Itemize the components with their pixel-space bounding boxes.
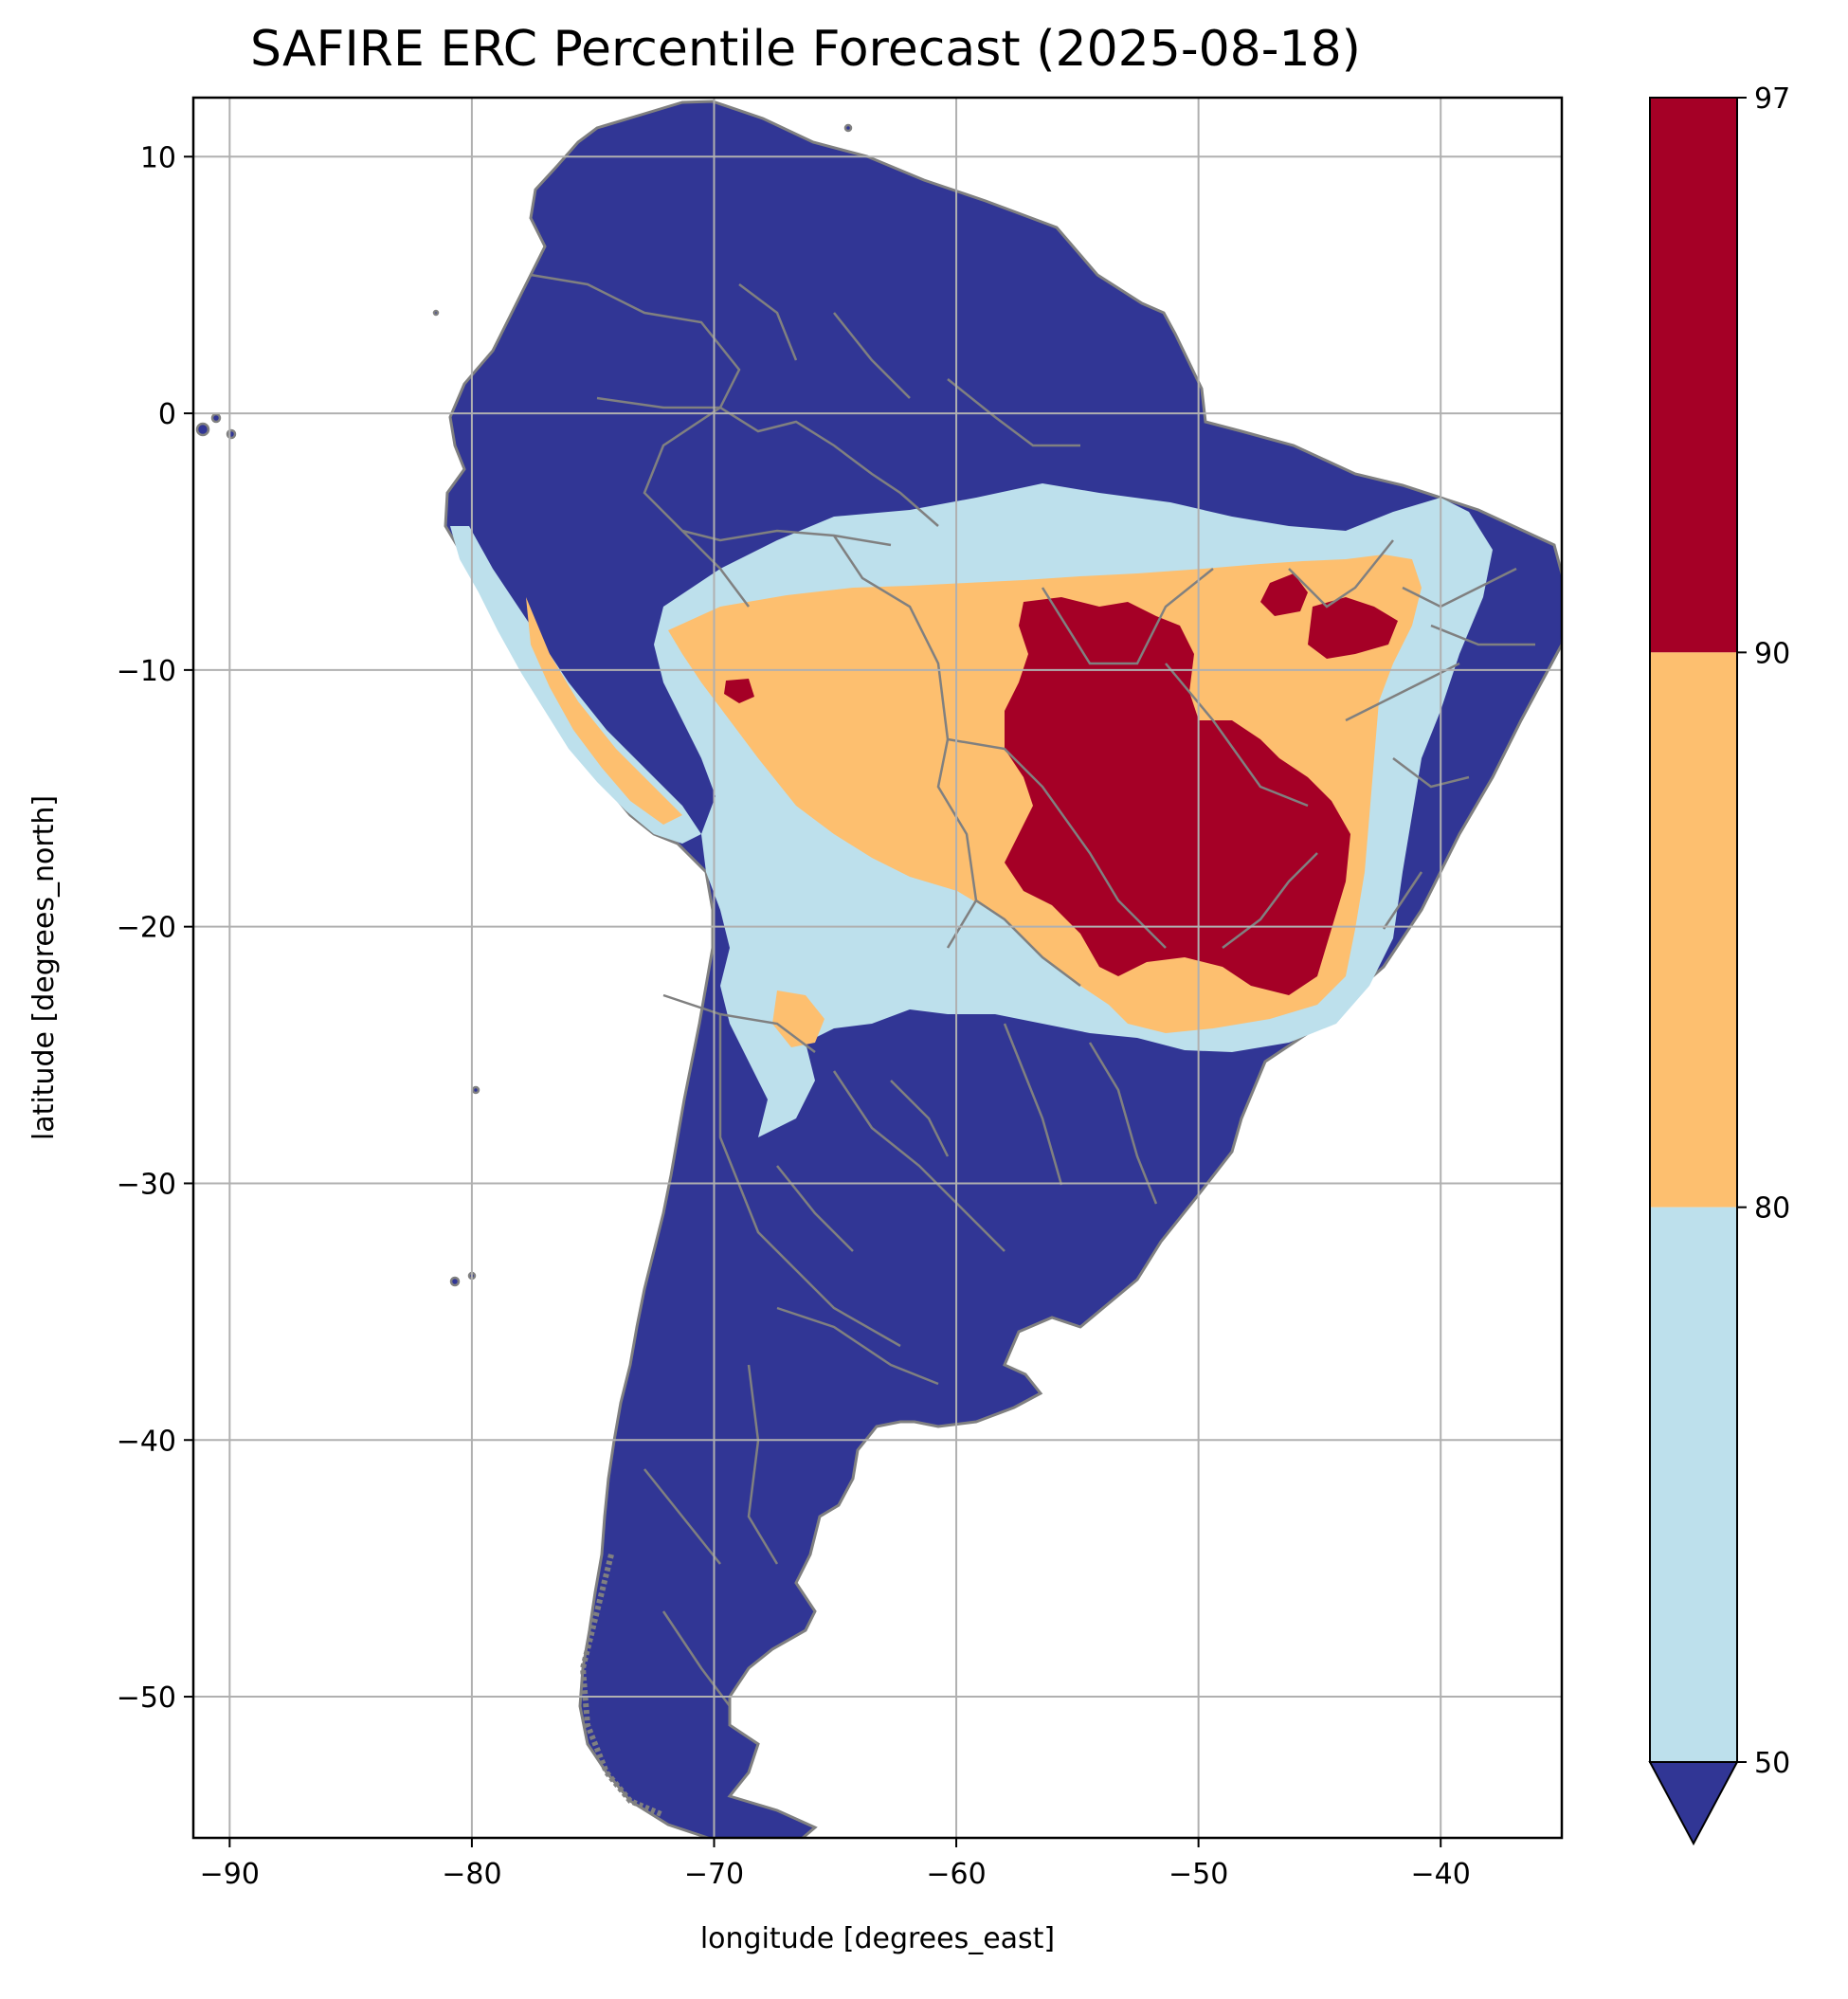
colorbar-ticks: 97 90 80 50: [1737, 82, 1790, 1780]
colorbar-segments: [1650, 98, 1737, 1762]
colorbar-tick-label: 80: [1754, 1192, 1790, 1226]
x-tick-label: −70: [684, 1858, 744, 1891]
y-tick-label: −10: [117, 655, 176, 688]
colorbar-frame: [1649, 97, 1738, 1763]
erc-90-97-northeast-b: [1308, 597, 1398, 659]
map-plot-area: [191, 96, 1564, 1840]
y-axis-ticks: 10 0 −10 −20 −30 −40 −50: [117, 141, 193, 1715]
colorbar-segment: [1650, 652, 1737, 1208]
erc-80-90-south-lobe: [772, 990, 824, 1047]
x-tick-label: −50: [1169, 1858, 1228, 1891]
colorbar-tick-label: 90: [1754, 637, 1790, 670]
islands: [195, 123, 853, 1287]
y-axis-label: latitude [degrees_north]: [27, 795, 61, 1140]
erc-90-97-central: [1005, 597, 1350, 995]
admin-boundaries: [530, 273, 1535, 1707]
erc-90-97-northeast-a: [1260, 573, 1308, 616]
x-tick-label: −80: [442, 1858, 501, 1891]
y-tick-label: −40: [117, 1425, 176, 1458]
gridlines: [193, 98, 1562, 1838]
y-tick-label: 10: [140, 141, 176, 174]
colorbar-segment: [1650, 98, 1737, 653]
x-tick-label: −40: [1411, 1858, 1471, 1891]
plot-frame: [191, 96, 1564, 1840]
x-tick-label: −90: [200, 1858, 260, 1891]
colorbar-tick-label: 50: [1754, 1747, 1790, 1780]
y-tick-label: −20: [117, 912, 176, 945]
colorbar-under-triangle: [1648, 1761, 1739, 1846]
patagonian-archipelago: [579, 1554, 665, 1818]
erc-50-80-west-coast: [450, 526, 701, 844]
erc-90-97-west: [724, 679, 754, 703]
y-tick-label: −50: [117, 1681, 176, 1715]
x-tick-label: −60: [926, 1858, 986, 1891]
x-axis-label: longitude [degrees_east]: [700, 1922, 1055, 1955]
y-tick-label: −30: [117, 1168, 176, 1201]
x-axis-ticks: −90 −80 −70 −60 −50 −40: [200, 1838, 1471, 1891]
colorbar: 97 90 80 50: [1648, 82, 1790, 1846]
colorbar-tick-label: 97: [1754, 82, 1790, 116]
erc-80-90-west-coast: [526, 597, 682, 825]
map-title: SAFIRE ERC Percentile Forecast (2025-08-…: [250, 21, 1361, 78]
y-tick-label: 0: [158, 398, 176, 431]
colorbar-segment: [1650, 1207, 1737, 1762]
